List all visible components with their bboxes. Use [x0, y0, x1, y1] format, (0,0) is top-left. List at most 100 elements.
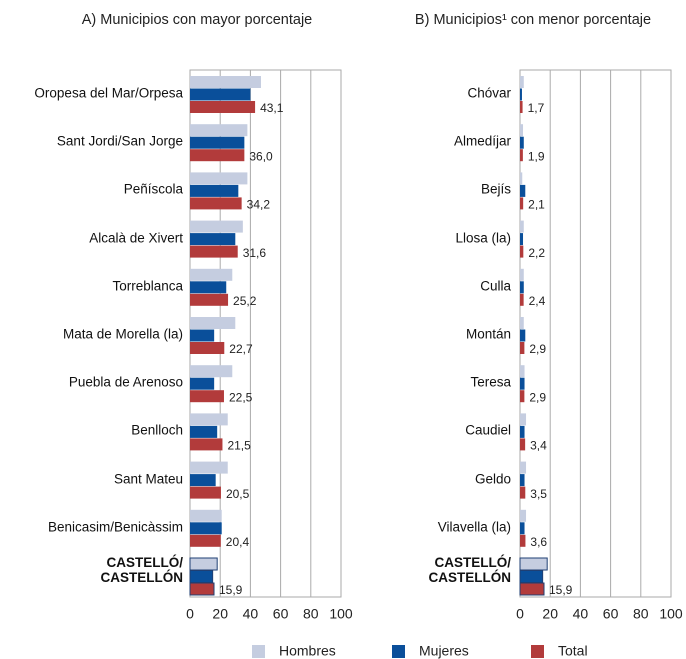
value-label: 20,4 [226, 535, 250, 549]
bar [189, 582, 215, 596]
bar [520, 136, 524, 149]
category-label: Benlloch [131, 422, 183, 438]
bar [519, 570, 544, 583]
value-label: 3,6 [530, 535, 547, 549]
bar [520, 390, 525, 403]
value-label: 1,7 [528, 101, 545, 115]
category-label: CASTELLÓ/ CASTELLÓN [100, 555, 184, 585]
category-label: Bejís [480, 181, 511, 197]
value-label: 2,2 [528, 246, 545, 260]
value-label: 15,9 [219, 583, 243, 597]
x-tick-label: 40 [243, 606, 259, 622]
bar [520, 486, 526, 499]
value-label: 34,2 [247, 198, 271, 212]
bar [519, 557, 548, 571]
bar [520, 220, 524, 233]
category-label: Sant Jordi/San Jorge [56, 133, 183, 149]
legend-swatch [392, 645, 405, 658]
bar [190, 329, 215, 342]
bar [190, 293, 229, 306]
bar [190, 245, 238, 258]
bar [520, 317, 524, 329]
bar [520, 281, 524, 294]
category-label: Vilavella (la) [437, 519, 511, 535]
x-tick-label: 80 [303, 606, 319, 622]
bar [190, 509, 222, 522]
category-label: Mata de Morella (la) [62, 326, 183, 342]
category-label: Peñíscola [123, 181, 183, 197]
bar [520, 425, 525, 438]
bar [520, 149, 523, 162]
x-tick-label: 60 [603, 606, 619, 622]
bar [190, 317, 236, 329]
bar [520, 101, 523, 113]
legend-swatch [252, 645, 265, 658]
bar [520, 293, 524, 306]
bar [520, 124, 524, 137]
bar [190, 136, 245, 149]
bar [520, 413, 527, 426]
legend-swatch [531, 645, 544, 658]
category-label: Culla [480, 278, 511, 294]
bar [190, 101, 256, 113]
legend-label: Total [558, 643, 588, 659]
bar [520, 245, 524, 258]
x-tick-label: 40 [573, 606, 589, 622]
bar [190, 365, 233, 378]
bar [190, 268, 233, 281]
category-label: Teresa [470, 374, 511, 390]
value-label: 20,5 [226, 487, 250, 501]
bar [520, 534, 526, 547]
bar [520, 342, 525, 354]
x-tick-label: 60 [273, 606, 289, 622]
bar [190, 281, 227, 294]
x-tick-label: 0 [186, 606, 194, 622]
bar [190, 461, 228, 474]
category-label: Benicasim/Benicàssim [47, 519, 183, 535]
bar [519, 582, 545, 596]
value-label: 15,9 [549, 583, 573, 597]
value-label: 3,5 [530, 487, 547, 501]
bar [520, 197, 524, 210]
bar [190, 197, 242, 210]
bar [190, 233, 236, 246]
bar [520, 184, 526, 197]
bar [520, 438, 526, 451]
bar [190, 438, 223, 451]
bar [190, 425, 218, 438]
bar [190, 76, 261, 88]
bar [520, 88, 522, 101]
bar [190, 390, 224, 403]
value-label: 31,6 [243, 246, 267, 260]
value-label: 22,5 [229, 390, 253, 404]
value-label: 43,1 [260, 101, 284, 115]
bar [190, 474, 216, 487]
bar [189, 557, 218, 571]
bar [190, 172, 248, 185]
bar [190, 377, 215, 390]
value-label: 21,5 [227, 439, 251, 453]
bar [190, 149, 245, 162]
bar [520, 365, 525, 378]
value-label: 22,7 [229, 342, 253, 356]
x-tick-label: 80 [633, 606, 649, 622]
bar [190, 184, 239, 197]
x-tick-label: 20 [542, 606, 558, 622]
category-label: Montán [465, 326, 511, 342]
bar [190, 522, 222, 535]
value-label: 2,4 [529, 294, 546, 308]
bar [520, 461, 527, 474]
value-label: 1,9 [528, 149, 545, 163]
category-label: Llosa (la) [455, 230, 511, 246]
bar [520, 268, 524, 281]
bar [520, 329, 526, 342]
x-tick-label: 100 [659, 606, 683, 622]
category-label: Caudiel [465, 422, 511, 438]
bar [520, 233, 524, 246]
category-label: Chóvar [467, 85, 511, 101]
x-tick-label: 0 [516, 606, 524, 622]
category-label: Sant Mateu [113, 471, 183, 487]
bar [190, 342, 225, 354]
